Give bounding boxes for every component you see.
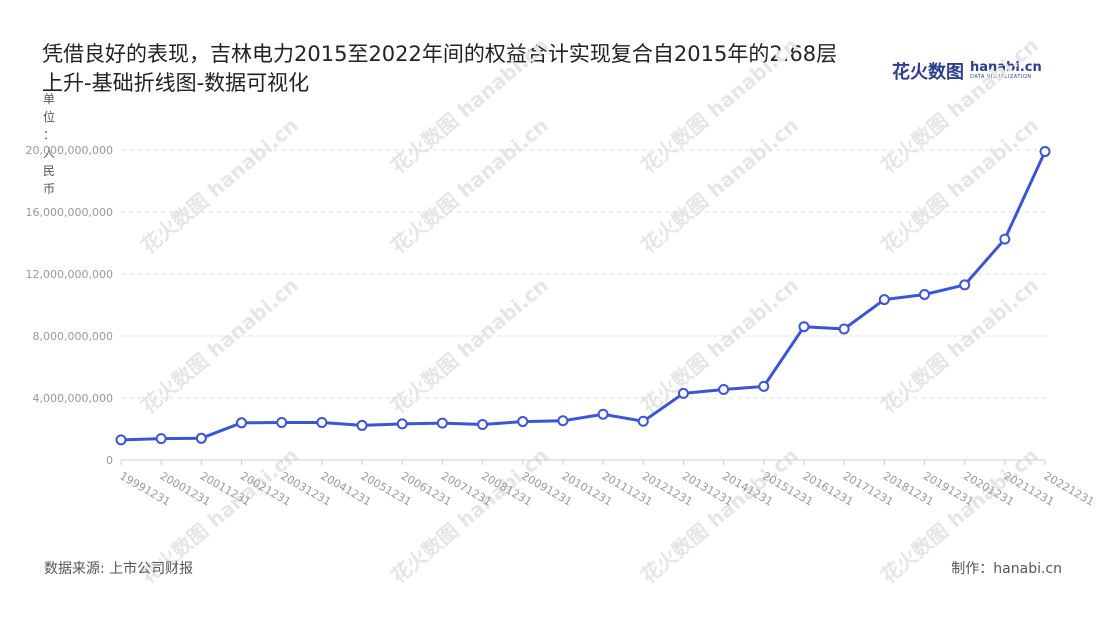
credit: 制作：hanabi.cn bbox=[951, 561, 1062, 577]
data-point[interactable] bbox=[517, 416, 529, 428]
data-point[interactable] bbox=[637, 415, 649, 427]
brand-logo-cn: 花火数图 bbox=[892, 62, 964, 83]
data-point[interactable] bbox=[878, 294, 890, 306]
y-tick-label: 16,000,000,000 bbox=[26, 206, 113, 219]
x-axis: 1999123120001231200112312002123120031231… bbox=[118, 459, 1096, 509]
data-point[interactable] bbox=[316, 416, 328, 428]
data-point[interactable] bbox=[276, 416, 288, 428]
data-point[interactable] bbox=[959, 279, 971, 291]
data-point[interactable] bbox=[115, 434, 127, 446]
brand-logo: 花火数图 hanabi.cn DATA VISUALIZATION bbox=[892, 58, 1042, 84]
data-point[interactable] bbox=[1039, 146, 1051, 158]
y-tick-label: 8,000,000,000 bbox=[33, 330, 113, 343]
y-tick-label: 0 bbox=[106, 454, 113, 467]
data-point[interactable] bbox=[396, 418, 408, 430]
grid-lines bbox=[121, 149, 1045, 399]
data-point[interactable] bbox=[798, 321, 810, 333]
data-point[interactable] bbox=[718, 383, 730, 395]
series-line bbox=[120, 150, 1047, 442]
data-source: 数据来源: 上市公司财报 bbox=[44, 561, 194, 577]
data-point[interactable] bbox=[436, 417, 448, 429]
data-point[interactable] bbox=[236, 417, 248, 429]
data-point[interactable] bbox=[356, 419, 368, 431]
y-tick-label: 4,000,000,000 bbox=[33, 392, 113, 405]
data-point[interactable] bbox=[999, 233, 1011, 245]
data-point[interactable] bbox=[677, 387, 689, 399]
y-tick-label: 20,000,000,000 bbox=[26, 144, 113, 157]
brand-logo-sub: DATA VISUALIZATION bbox=[970, 74, 1032, 80]
y-axis: 0 4,000,000,000 8,000,000,000 12,000,000,00… bbox=[26, 144, 113, 467]
data-point[interactable] bbox=[758, 380, 770, 392]
brand-logo-en: hanabi.cn bbox=[970, 60, 1042, 75]
data-point[interactable] bbox=[195, 432, 207, 444]
data-point[interactable] bbox=[155, 433, 167, 445]
data-point[interactable] bbox=[918, 288, 930, 300]
data-point[interactable] bbox=[557, 415, 569, 427]
data-point[interactable] bbox=[597, 408, 609, 420]
data-points bbox=[115, 146, 1051, 446]
y-tick-label: 12,000,000,000 bbox=[26, 268, 113, 281]
data-point[interactable] bbox=[477, 419, 489, 431]
data-point[interactable] bbox=[838, 323, 850, 335]
chart-title: 凭借良好的表现，吉林电力2015至2022年间的权益合计实现复合自2015年的2… bbox=[42, 42, 838, 95]
y-axis-unit-label: 单位：人民币 bbox=[42, 92, 55, 196]
